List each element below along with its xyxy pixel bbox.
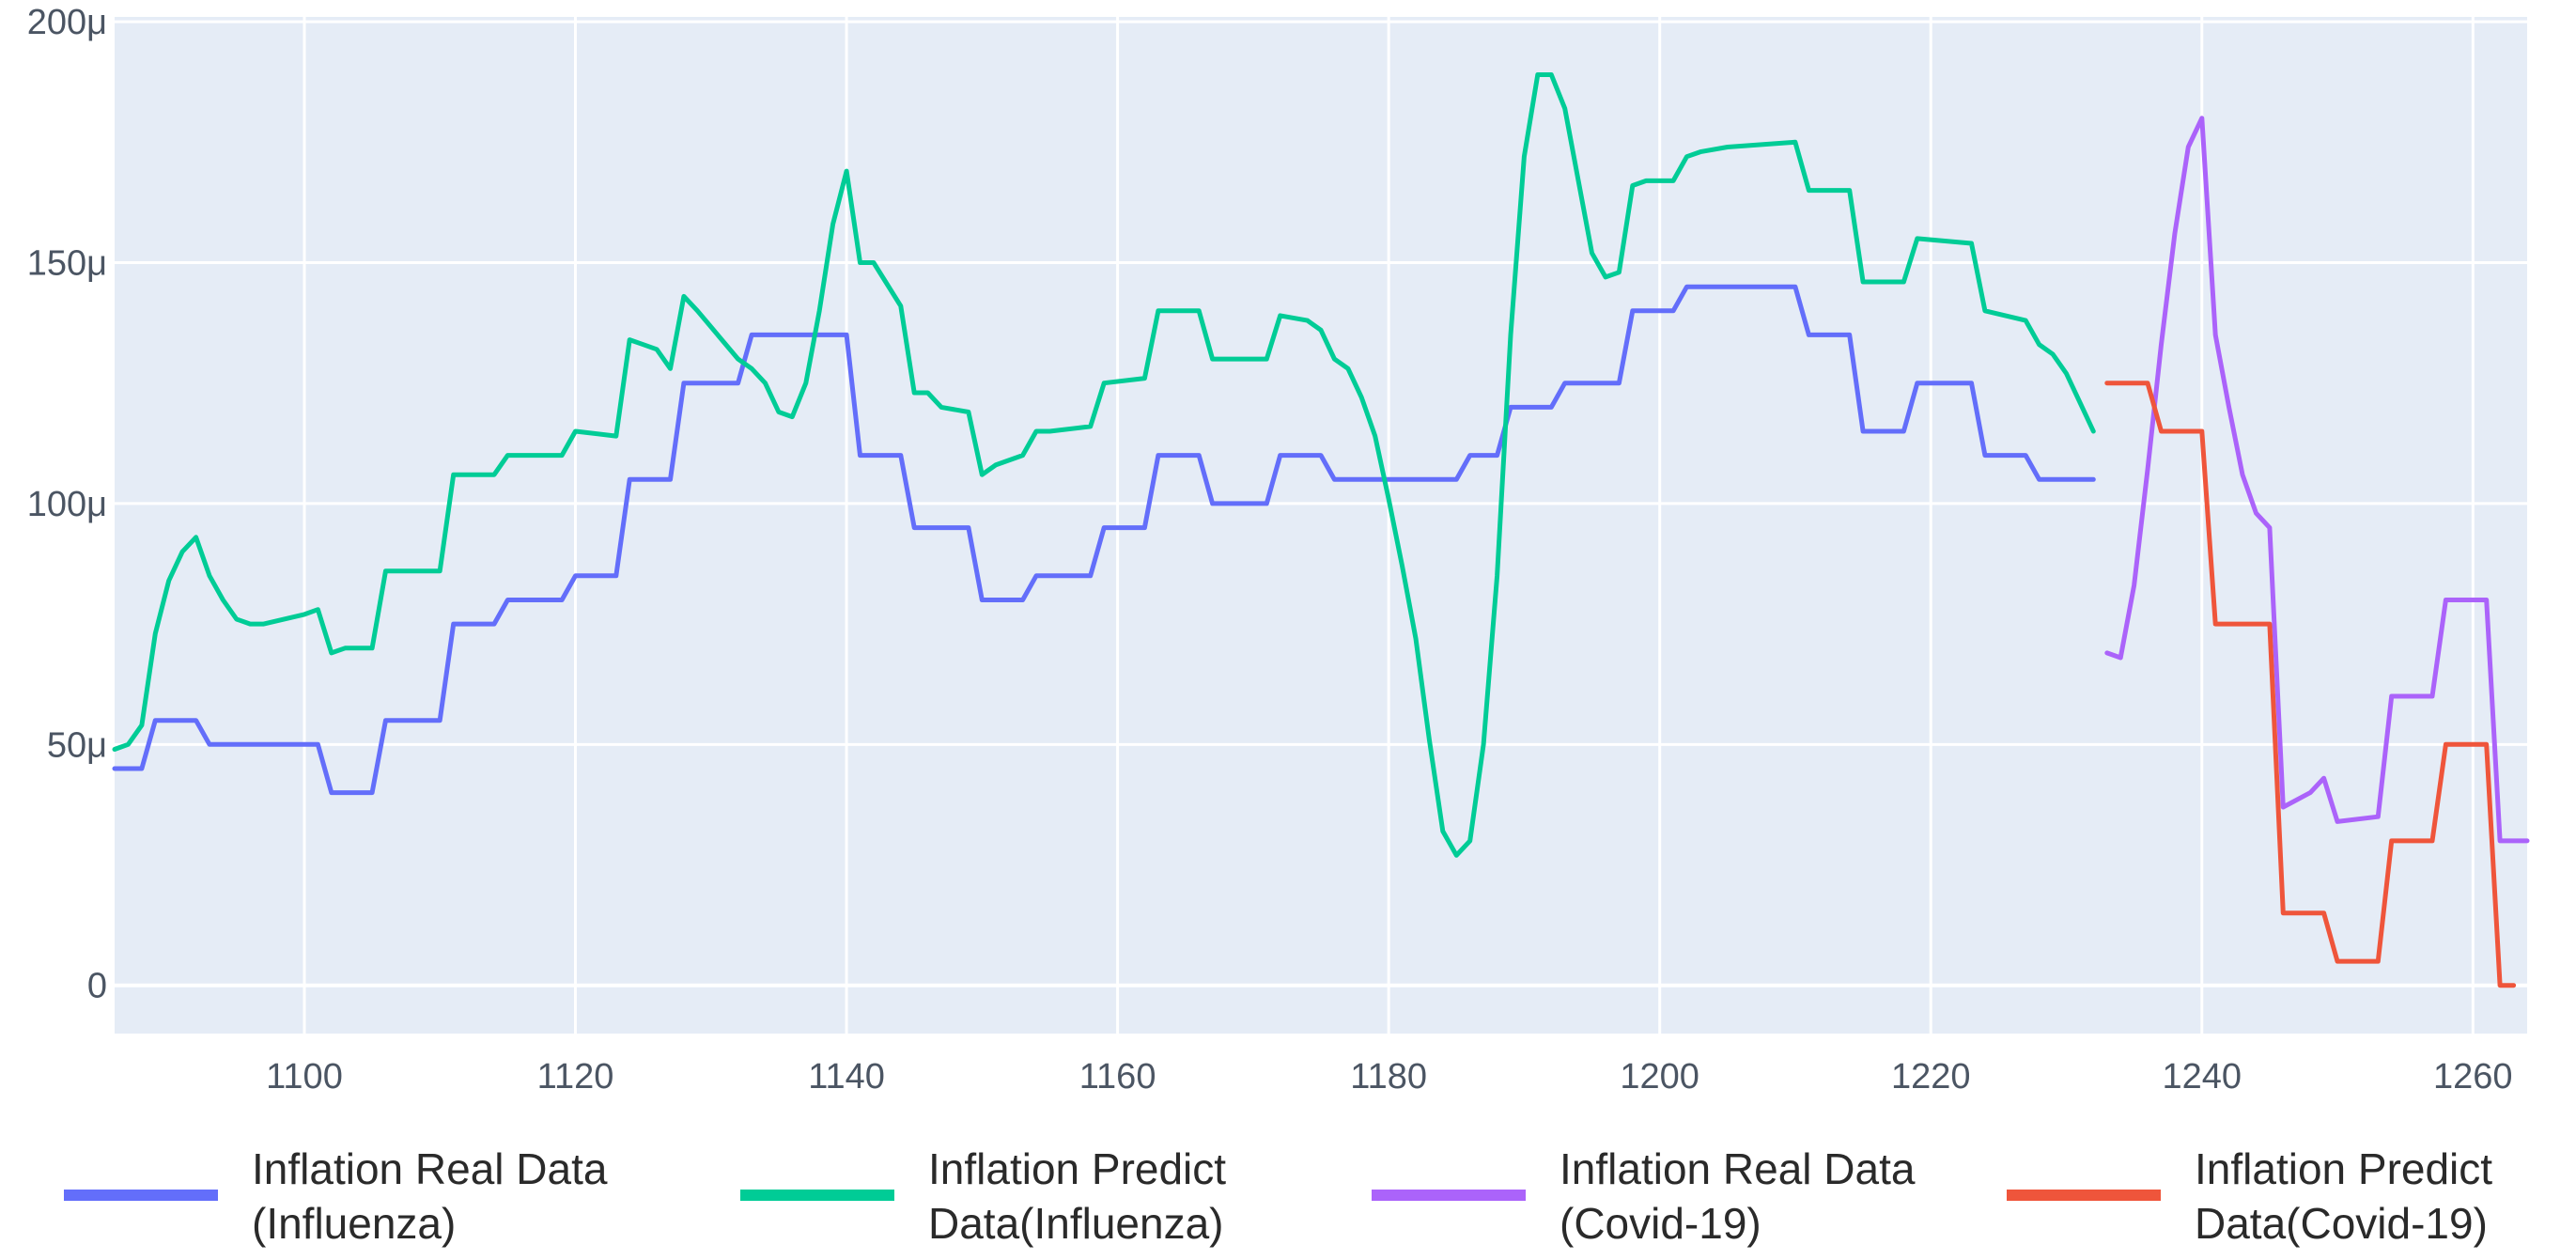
- legend-label-line: Inflation Real Data: [252, 1144, 608, 1193]
- legend[interactable]: Inflation Real Data(Influenza)Inflation …: [64, 1144, 2492, 1248]
- x-axis-tick-labels: 1100 1120 1140 1160 1180 1200 1220 1240 1260: [266, 1057, 2512, 1097]
- x-tick-label: 1140: [808, 1057, 885, 1097]
- y-axis-tick-labels: 0 50μ 100μ 150μ 200μ: [27, 3, 107, 1006]
- series-lines: [112, 72, 2530, 988]
- legend-item-1[interactable]: Inflation Real Data (Influenza): [64, 1144, 608, 1248]
- series-line-2: [112, 72, 2096, 858]
- x-tick-label: 1200: [1620, 1057, 1699, 1097]
- y-tick-label: 0: [87, 967, 107, 1006]
- series-line-3: [2104, 116, 2530, 844]
- x-tick-label: 1160: [1079, 1057, 1156, 1097]
- x-tick-label: 1240: [2162, 1057, 2242, 1097]
- legend-label-line: Inflation Predict: [928, 1144, 1226, 1193]
- x-tick-label: 1100: [266, 1057, 343, 1097]
- legend-label-line: Data(Covid-19): [2195, 1199, 2488, 1248]
- series-line-4: [2104, 381, 2517, 988]
- legend-label-line: Inflation Predict: [2195, 1144, 2492, 1193]
- legend-label-line: Data(Influenza): [928, 1199, 1224, 1248]
- x-tick-label: 1120: [537, 1057, 614, 1097]
- y-tick-label: 100μ: [27, 485, 107, 524]
- legend-item-2[interactable]: Inflation Predict Data(Influenza): [740, 1144, 1226, 1248]
- legend-label-line: (Covid-19): [1560, 1199, 1761, 1248]
- series-line-1: [112, 284, 2096, 796]
- y-tick-label: 50μ: [47, 725, 107, 765]
- x-tick-label: 1260: [2433, 1057, 2513, 1097]
- y-tick-label: 150μ: [27, 244, 107, 284]
- legend-label-line: Inflation Real Data: [1560, 1144, 1916, 1193]
- plot-background: [115, 17, 2527, 1034]
- y-tick-label: 200μ: [27, 3, 107, 42]
- legend-item-4[interactable]: Inflation Predict Data(Covid-19): [2007, 1144, 2492, 1248]
- x-tick-label: 1220: [1891, 1057, 1971, 1097]
- legend-item-3[interactable]: Inflation Real Data (Covid-19): [1372, 1144, 1916, 1248]
- legend-label-line: (Influenza): [252, 1199, 456, 1248]
- x-tick-label: 1180: [1350, 1057, 1427, 1097]
- y-gridlines: [115, 20, 2527, 988]
